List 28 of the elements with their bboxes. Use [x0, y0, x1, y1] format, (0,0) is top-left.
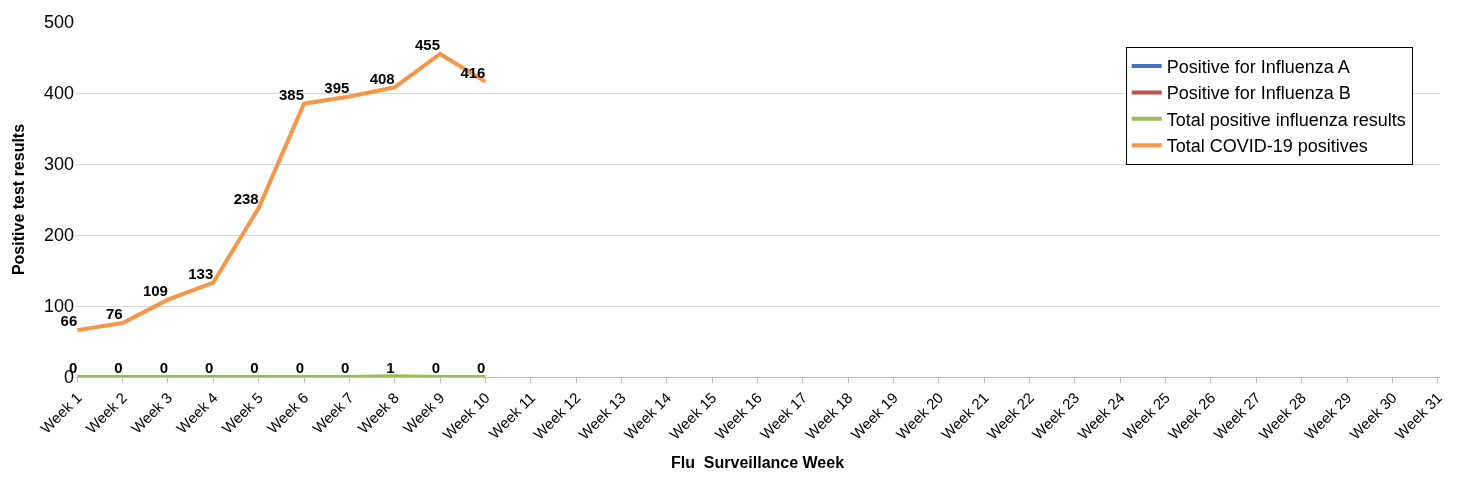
data-label: 0: [341, 359, 350, 377]
data-label: 0: [204, 359, 214, 377]
y-tick-label: 400: [43, 83, 74, 104]
data-label: 1: [386, 358, 395, 376]
data-label: 238: [233, 190, 259, 208]
data-label: 0: [250, 359, 259, 377]
data-label: 0: [431, 359, 441, 377]
data-label: 455: [415, 36, 441, 54]
legend-label: Total positive influenza results: [1166, 109, 1406, 130]
legend-label: Positive for Influenza A: [1166, 57, 1350, 78]
x-axis-title: Flu Surveillance Week: [670, 454, 845, 472]
data-label: 76: [105, 305, 123, 323]
data-label: 0: [295, 359, 305, 377]
y-axis-title: Positive test results: [9, 123, 27, 276]
data-label: 133: [188, 264, 214, 282]
data-label: 0: [114, 359, 123, 377]
data-label: 395: [324, 78, 350, 96]
legend-label: Total COVID-19 positives: [1166, 136, 1368, 157]
y-tick-label: 500: [43, 12, 74, 33]
data-label: 0: [159, 359, 168, 377]
data-label: 385: [278, 85, 305, 103]
y-tick-label: 300: [43, 154, 74, 175]
data-label: 109: [142, 281, 168, 299]
data-label: 408: [369, 69, 395, 87]
y-tick-label: 200: [43, 225, 74, 246]
legend-label: Positive for Influenza B: [1166, 83, 1351, 104]
line-series: [75, 51, 488, 333]
data-label: 0: [477, 359, 486, 377]
